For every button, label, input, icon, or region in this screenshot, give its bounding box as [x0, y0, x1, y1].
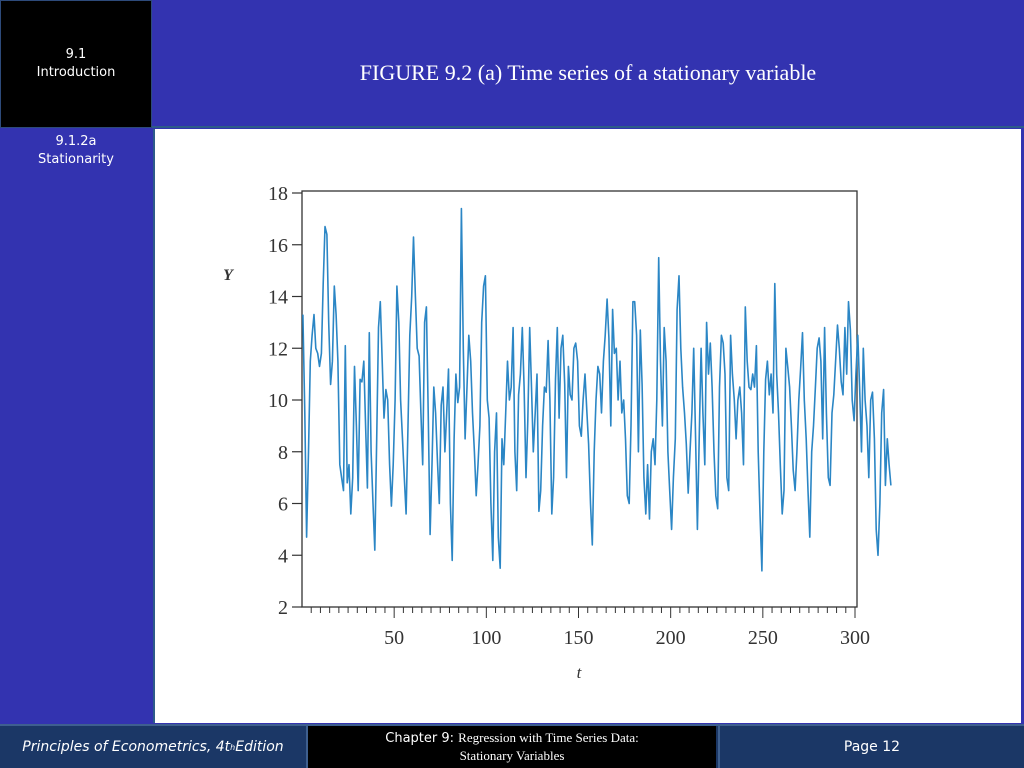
- left-sidebar: [0, 128, 152, 724]
- section-nav-box[interactable]: 9.1 Introduction: [0, 0, 152, 128]
- section-number: 9.1: [65, 47, 87, 62]
- slide-header: FIGURE 9.2 (a) Time series of a stationa…: [152, 0, 1024, 128]
- y-tick-label: 16: [268, 235, 288, 257]
- series-line: [302, 207, 892, 572]
- subsection-title: Stationarity: [38, 152, 114, 167]
- x-tick-label: 150: [564, 627, 594, 649]
- y-tick-label: 12: [268, 338, 288, 360]
- chapter-title-line2: Stationary Variables: [459, 748, 565, 763]
- y-tick-label: 6: [278, 494, 288, 516]
- y-axis-label: Y: [223, 267, 234, 284]
- y-tick-label: 8: [278, 442, 288, 464]
- x-tick-label: 100: [471, 627, 501, 649]
- y-tick-label: 4: [278, 545, 288, 567]
- y-tick-label: 10: [268, 390, 288, 412]
- y-tick-label: 14: [268, 287, 288, 309]
- plot-frame: [301, 190, 858, 608]
- y-axis: 2 4 6 8 10 12 14 16 18: [268, 183, 302, 619]
- x-tick-label: 200: [656, 627, 686, 649]
- x-tick-label: 250: [748, 627, 778, 649]
- slide-title: FIGURE 9.2 (a) Time series of a stationa…: [359, 60, 817, 85]
- book-title-main: Principles of Econometrics, 4t: [22, 739, 231, 755]
- book-title-sup: h: [230, 742, 236, 752]
- x-tick-label: 50: [384, 627, 404, 649]
- section-title: Introduction: [36, 65, 116, 80]
- chapter-title-line1: Regression with Time Series Data:: [458, 730, 639, 745]
- subsection-number: 9.1.2a: [55, 134, 97, 149]
- subsection-nav[interactable]: 9.1.2a Stationarity: [0, 133, 152, 169]
- page-number: Page 12: [718, 726, 1024, 768]
- x-axis: 50 100 150 200 250 300: [310, 607, 870, 649]
- y-tick-label: 18: [268, 183, 288, 205]
- slide-footer: Principles of Econometrics, 4t h Edition …: [0, 724, 1024, 768]
- chapter-title: Chapter 9: Regression with Time Series D…: [308, 726, 716, 768]
- book-title-edition: Edition: [235, 739, 284, 755]
- x-tick-label: 300: [840, 627, 870, 649]
- chapter-label: Chapter 9:: [385, 731, 455, 746]
- time-series-chart: 2 4 6 8 10 12 14 16 18 50 100 150 200 250 300 Y t: [223, 183, 892, 682]
- x-axis-label: t: [577, 663, 583, 682]
- book-title: Principles of Econometrics, 4t h Edition: [0, 726, 308, 768]
- y-tick-label: 2: [278, 597, 288, 619]
- slide-content: 2 4 6 8 10 12 14 16 18 50 100 150 200 250 300 Y t: [153, 129, 1021, 723]
